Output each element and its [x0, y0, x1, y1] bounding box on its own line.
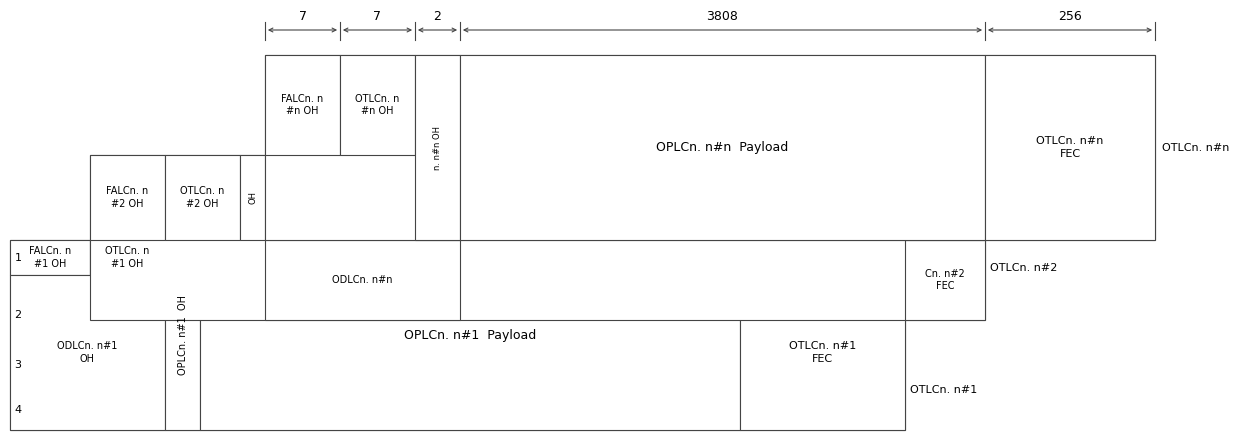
Text: OTLCn. n#2: OTLCn. n#2: [990, 263, 1058, 273]
Text: 2: 2: [15, 310, 21, 320]
Text: Cn. n#2
FEC: Cn. n#2 FEC: [925, 269, 965, 291]
Text: 7: 7: [299, 11, 306, 23]
Text: OPLCn. n#1  OH: OPLCn. n#1 OH: [177, 295, 187, 375]
Bar: [985, 55, 1154, 240]
Bar: [905, 240, 985, 320]
Bar: [91, 155, 985, 320]
Bar: [415, 55, 460, 240]
Text: FALCn. n
#n OH: FALCn. n #n OH: [281, 94, 324, 116]
Text: OH: OH: [248, 191, 257, 204]
Text: OPLCn. n#1  Payload: OPLCn. n#1 Payload: [404, 329, 536, 341]
Text: ODLCn. n#1
OH: ODLCn. n#1 OH: [57, 341, 118, 364]
Bar: [340, 55, 415, 155]
Text: OTLCn. n#1: OTLCn. n#1: [910, 385, 977, 395]
Bar: [165, 155, 241, 240]
Text: n. n#n OH: n. n#n OH: [433, 125, 441, 169]
Text: 2: 2: [434, 11, 441, 23]
Text: 3808: 3808: [707, 11, 739, 23]
Bar: [740, 275, 905, 430]
Bar: [91, 155, 165, 240]
Text: ODLCn. n#n: ODLCn. n#n: [332, 275, 393, 285]
Bar: [10, 240, 91, 275]
Bar: [241, 155, 265, 240]
Text: 4: 4: [15, 405, 21, 415]
Text: 7: 7: [373, 11, 382, 23]
Text: 1: 1: [15, 253, 21, 263]
Text: OTLCn. n#1
FEC: OTLCn. n#1 FEC: [789, 341, 856, 364]
Text: OTLCn. n#n: OTLCn. n#n: [1162, 143, 1229, 153]
Bar: [460, 55, 985, 240]
Text: 256: 256: [1058, 11, 1081, 23]
Text: FALCn. n
#2 OH: FALCn. n #2 OH: [107, 186, 149, 209]
Bar: [265, 55, 340, 155]
Bar: [265, 55, 1154, 240]
Bar: [165, 240, 200, 430]
Text: OTLCn. n
#2 OH: OTLCn. n #2 OH: [180, 186, 224, 209]
Text: OTLCn. n
#n OH: OTLCn. n #n OH: [356, 94, 399, 116]
Bar: [91, 240, 165, 275]
Bar: [10, 240, 905, 430]
Bar: [200, 240, 740, 430]
Text: OTLCn. n
#1 OH: OTLCn. n #1 OH: [105, 246, 150, 269]
Text: 3: 3: [15, 360, 21, 370]
Text: OTLCn. n#n
FEC: OTLCn. n#n FEC: [1037, 136, 1104, 159]
Text: FALCn. n
#1 OH: FALCn. n #1 OH: [29, 246, 71, 269]
Bar: [265, 240, 460, 320]
Bar: [10, 275, 165, 430]
Text: OPLCn. n#n  Payload: OPLCn. n#n Payload: [656, 141, 789, 154]
